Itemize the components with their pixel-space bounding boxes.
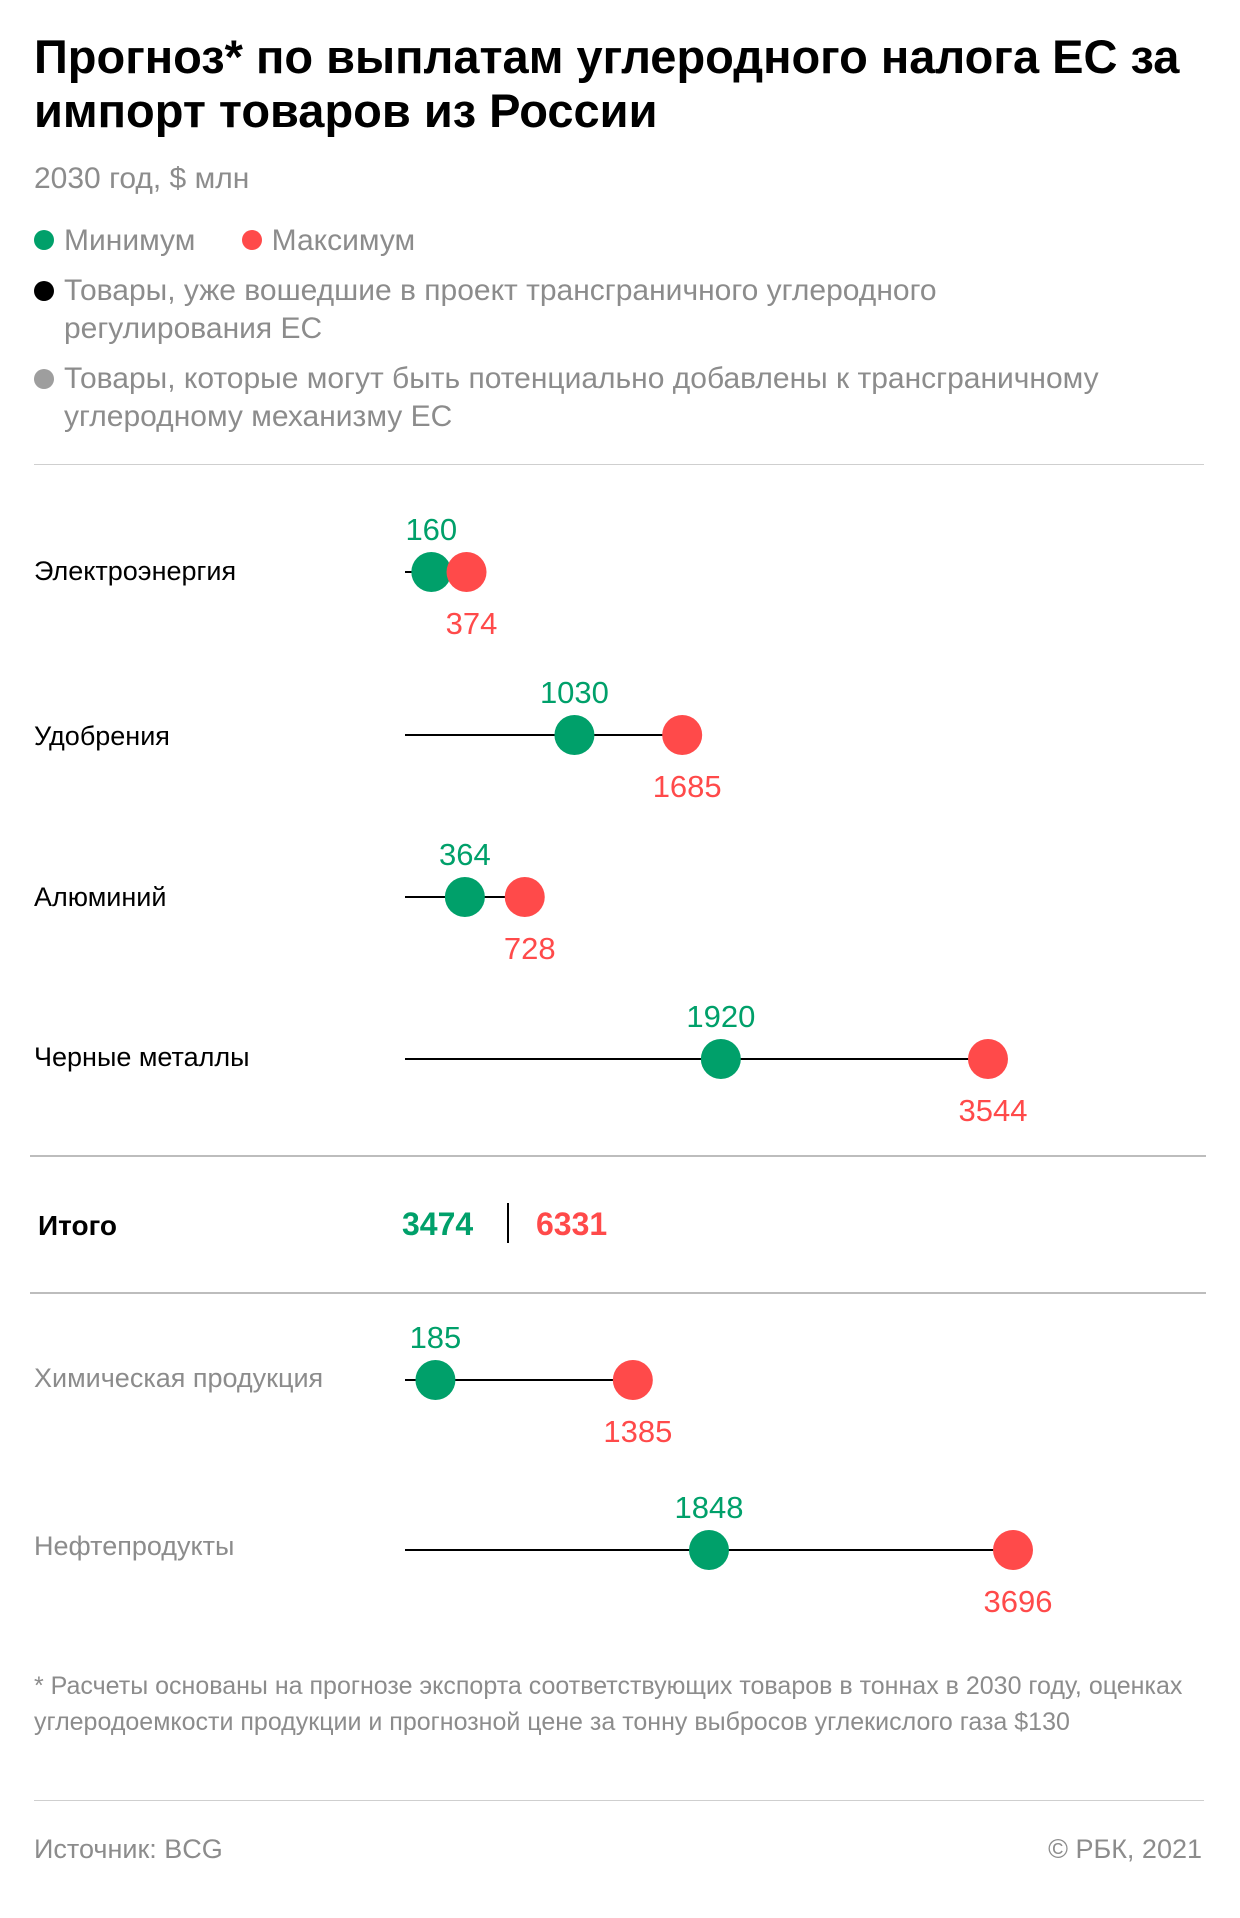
min-value-label-electricity: 160 — [405, 512, 457, 547]
max-point-chemicals — [612, 1360, 653, 1400]
divider-top — [34, 464, 1204, 465]
legend-max-dot — [241, 230, 262, 251]
divider-bottom — [34, 1800, 1204, 1801]
category-label-electricity: Электроэнергия — [34, 556, 237, 586]
min-point-fertilizers — [554, 715, 595, 755]
max-value-label-fertilizers: 1685 — [653, 769, 722, 804]
category-label-chemicals: Химическая продукция — [34, 1363, 324, 1393]
total-label: Итого — [38, 1210, 117, 1241]
legend-item-potential: Товары, которые могут быть потенциально … — [34, 360, 1214, 436]
footnote: * Расчеты основаны на прогнозе экспорта … — [34, 1672, 1183, 1736]
legend-item-min: Минимум — [34, 222, 195, 260]
max-value-label-electricity: 374 — [446, 606, 498, 641]
max-point-aluminium — [504, 877, 545, 917]
legend-min-max: Минимум Максимум — [34, 222, 453, 260]
min-value-label-chemicals: 185 — [410, 1320, 462, 1355]
max-point-fertilizers — [662, 715, 703, 755]
legend-included-dot — [34, 281, 54, 301]
min-point-electricity — [411, 552, 452, 592]
min-value-label-fertilizers: 1030 — [540, 675, 609, 710]
max-value-label-aluminium: 728 — [504, 931, 556, 966]
min-point-petroleum — [688, 1530, 729, 1570]
category-label-fertilizers: Удобрения — [34, 721, 170, 751]
max-point-petroleum — [992, 1530, 1033, 1570]
min-point-ferrous-metals — [700, 1039, 741, 1079]
min-point-chemicals — [415, 1360, 456, 1400]
credit: © РБК, 2021 — [1048, 1834, 1202, 1864]
max-point-ferrous-metals — [967, 1039, 1008, 1079]
divider-total-bottom — [30, 1292, 1206, 1294]
min-value-label-aluminium: 364 — [439, 837, 491, 872]
min-point-aluminium — [444, 877, 485, 917]
divider-total-top — [30, 1155, 1206, 1157]
max-value-label-ferrous-metals: 3544 — [959, 1093, 1028, 1128]
chart-title: Прогноз* по выплатам углеродного налога … — [34, 30, 1180, 137]
legend-max-label: Максимум — [271, 224, 416, 257]
total-min-value: 3474 — [402, 1206, 474, 1242]
chart-subtitle: 2030 год, $ млн — [34, 162, 250, 195]
max-point-electricity — [446, 552, 487, 592]
category-label-ferrous-metals: Черные металлы — [34, 1042, 250, 1072]
min-value-label-ferrous-metals: 1920 — [686, 999, 755, 1034]
category-label-petroleum: Нефтепродукты — [34, 1531, 235, 1561]
total-separator — [507, 1203, 509, 1243]
legend-min-label: Минимум — [64, 224, 196, 257]
source: Источник: BCG — [34, 1834, 223, 1864]
legend-potential-label: Товары, которые могут быть потенциально … — [64, 362, 1099, 433]
legend-min-dot — [34, 230, 54, 251]
legend-potential-dot — [34, 369, 54, 389]
max-value-label-chemicals: 1385 — [603, 1414, 672, 1449]
min-value-label-petroleum: 1848 — [675, 1490, 744, 1525]
total-max-value: 6331 — [536, 1206, 608, 1242]
category-label-aluminium: Алюминий — [34, 882, 167, 912]
legend-included-label: Товары, уже вошедшие в проект трансграни… — [64, 274, 937, 345]
max-value-label-petroleum: 3696 — [984, 1584, 1053, 1619]
legend-item-max: Максимум — [241, 222, 416, 260]
legend-item-included: Товары, уже вошедшие в проект трансграни… — [34, 272, 1204, 348]
